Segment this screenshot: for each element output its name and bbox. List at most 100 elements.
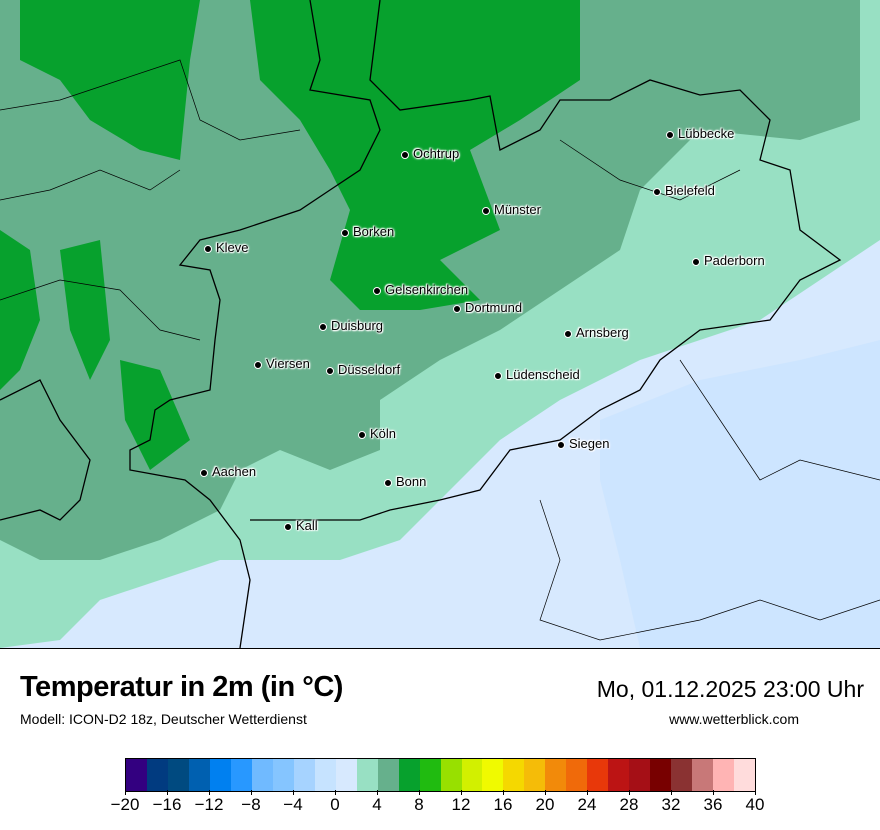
- legend-swatch: [146, 759, 168, 791]
- zone-6-8-eifel: [120, 360, 190, 470]
- city-marker[interactable]: Duisburg: [319, 318, 383, 333]
- city-marker[interactable]: Kall: [284, 518, 318, 533]
- legend-swatch: [398, 759, 420, 791]
- city-dot-icon: [341, 228, 349, 237]
- border-nrw: [250, 0, 842, 521]
- legend-swatch: [419, 759, 441, 791]
- legend-tick-label: −12: [194, 795, 224, 814]
- legend-tick-label: −4: [283, 795, 303, 814]
- legend-swatch: [377, 759, 399, 791]
- legend-swatch: [335, 759, 357, 791]
- zone-6-8-north: [250, 0, 580, 310]
- city-marker[interactable]: Ochtrup: [401, 146, 459, 161]
- city-dot-icon: [653, 187, 661, 196]
- legend-tick: [125, 790, 126, 795]
- city-dot-icon: [453, 304, 461, 313]
- legend-swatch: [314, 759, 336, 791]
- legend-swatch: [524, 759, 546, 791]
- legend-swatch: [608, 759, 630, 791]
- city-marker[interactable]: Paderborn: [692, 253, 765, 268]
- legend-swatch: [587, 759, 609, 791]
- legend-swatch: [293, 759, 315, 791]
- legend-swatch: [545, 759, 567, 791]
- legend-tick: [629, 790, 630, 795]
- legend-swatch: [629, 759, 651, 791]
- city-marker[interactable]: Gelsenkirchen: [373, 282, 468, 297]
- zone-6-8-west: [20, 0, 200, 160]
- city-dot-icon: [494, 371, 502, 380]
- legend-swatch: [209, 759, 231, 791]
- city-dot-icon: [358, 430, 366, 439]
- city-dot-icon: [373, 286, 381, 295]
- temperature-field: [0, 0, 880, 649]
- legend-tick-label: −20: [110, 795, 140, 814]
- zone-6-8-border: [0, 230, 40, 390]
- city-marker[interactable]: Düsseldorf: [326, 362, 400, 377]
- city-marker[interactable]: Aachen: [200, 464, 256, 479]
- city-dot-icon: [284, 522, 292, 531]
- city-marker[interactable]: Dortmund: [453, 300, 522, 315]
- city-marker[interactable]: Lüdenscheid: [494, 367, 580, 382]
- legend-swatch: [734, 759, 756, 791]
- city-dot-icon: [666, 130, 674, 139]
- city-dot-icon: [326, 366, 334, 375]
- legend-tick-label: 20: [535, 795, 555, 814]
- legend-swatch: [251, 759, 273, 791]
- legend-tick: [419, 790, 420, 795]
- legend-swatch: [440, 759, 462, 791]
- city-dot-icon: [254, 360, 262, 369]
- legend-swatch: [167, 759, 189, 791]
- legend-ticks: −20 −16 −12 −8 −4 0 4 8 12 16 20 24 28 32 36 40: [111, 790, 764, 820]
- legend-swatch: [671, 759, 693, 791]
- legend-swatch: [356, 759, 378, 791]
- legend-swatch: [713, 759, 735, 791]
- zone-6-8-border2: [60, 240, 110, 380]
- city-dot-icon: [482, 206, 490, 215]
- legend-tick: [377, 790, 378, 795]
- map-title: Temperatur in 2m (in °C): [20, 671, 343, 703]
- legend-tick-label: 12: [451, 795, 471, 814]
- city-marker[interactable]: Lübbecke: [666, 126, 734, 141]
- border-nl-de: [129, 0, 381, 649]
- legend-swatch: [566, 759, 588, 791]
- legend-tick: [503, 790, 504, 795]
- legend-tick: [713, 790, 714, 795]
- legend-tick: [335, 790, 336, 795]
- city-marker[interactable]: Kleve: [204, 240, 249, 255]
- legend-tick-label: 0: [330, 795, 340, 814]
- legend-swatch: [692, 759, 714, 791]
- city-marker[interactable]: Bonn: [384, 474, 426, 489]
- city-marker[interactable]: Borken: [341, 224, 394, 239]
- legend-swatch: [650, 759, 672, 791]
- city-dot-icon: [692, 257, 700, 266]
- legend-tick-label: −16: [152, 795, 182, 814]
- legend-tick-label: 8: [414, 795, 424, 814]
- website-link[interactable]: www.wetterblick.com: [669, 711, 799, 727]
- city-marker[interactable]: Arnsberg: [564, 325, 629, 340]
- city-dot-icon: [200, 468, 208, 477]
- legend-tick-label: 40: [745, 795, 765, 814]
- legend-tick: [755, 790, 756, 795]
- legend-tick: [167, 790, 168, 795]
- legend-tick: [671, 790, 672, 795]
- temperature-map[interactable]: Lübbecke Ochtrup Bielefeld Münster Borke…: [0, 0, 880, 649]
- city-dot-icon: [564, 329, 572, 338]
- legend-tick: [251, 790, 252, 795]
- legend-tick-label: 32: [661, 795, 681, 814]
- legend-swatch: [482, 759, 504, 791]
- city-marker[interactable]: Münster: [482, 202, 541, 217]
- border-be: [0, 379, 91, 521]
- valid-datetime: Mo, 01.12.2025 23:00 Uhr: [596, 676, 864, 702]
- city-marker[interactable]: Siegen: [557, 436, 609, 451]
- legend-tick-label: −8: [241, 795, 261, 814]
- legend-tick: [209, 790, 210, 795]
- legend-tick-label: 16: [493, 795, 513, 814]
- legend-tick-label: 28: [619, 795, 639, 814]
- city-marker[interactable]: Köln: [358, 426, 396, 441]
- city-marker[interactable]: Bielefeld: [653, 183, 715, 198]
- city-marker[interactable]: Viersen: [254, 356, 310, 371]
- legend-tick: [461, 790, 462, 795]
- zone-cold: [600, 340, 880, 648]
- legend-swatch: [461, 759, 483, 791]
- legend-tick-label: 36: [703, 795, 723, 814]
